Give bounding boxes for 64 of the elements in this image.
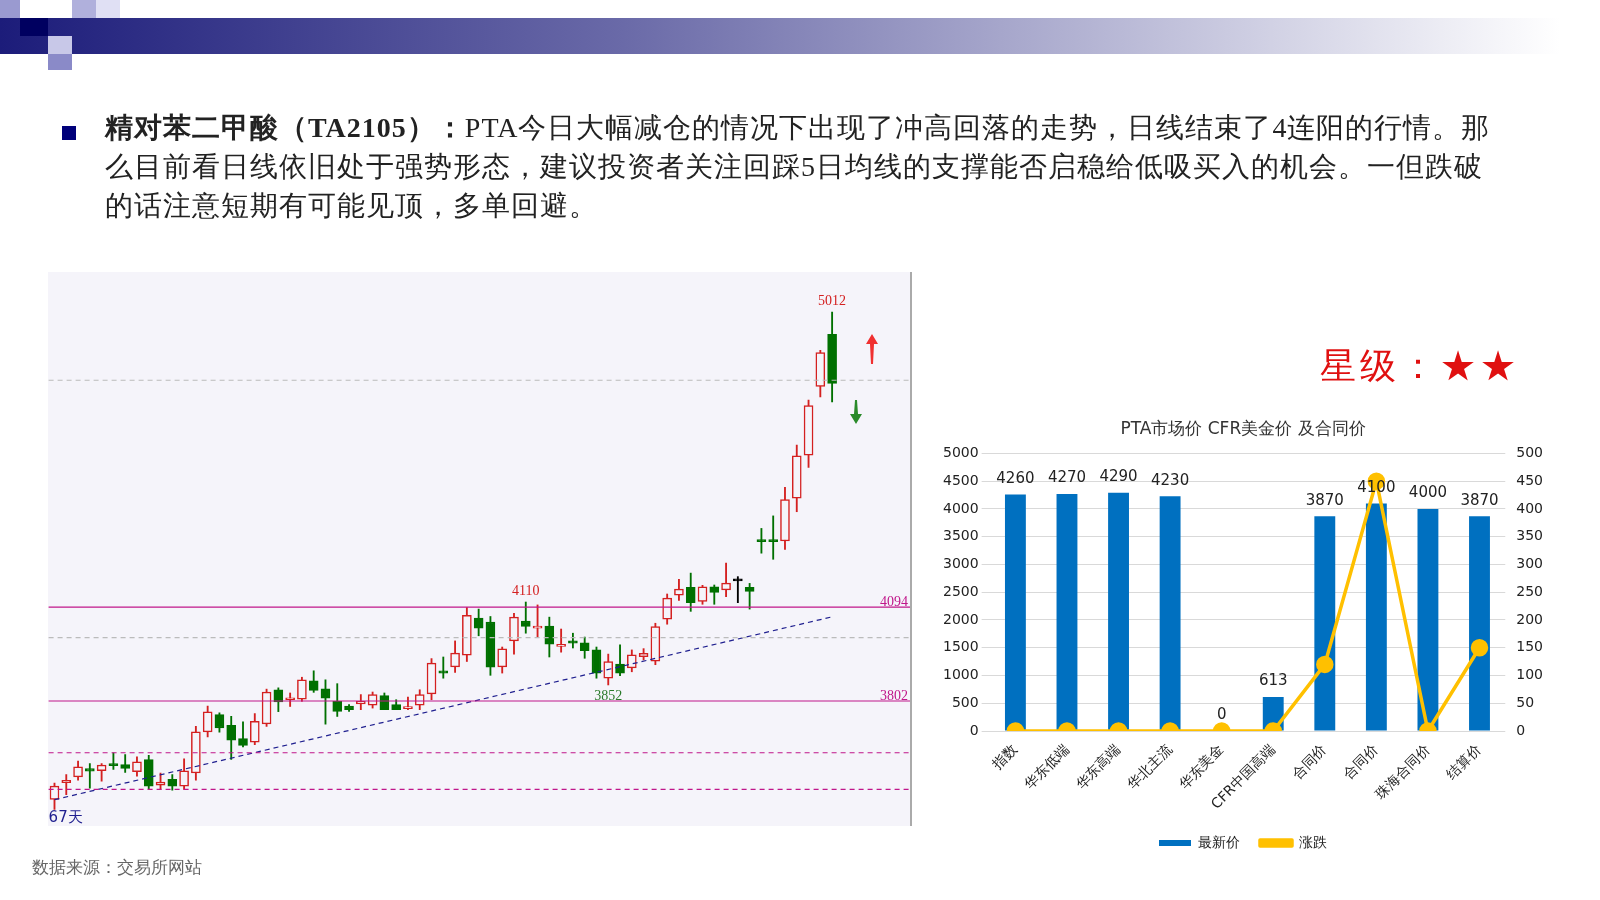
chart-title: PTA市场价 CFR美金价 及合同价 bbox=[1120, 417, 1366, 438]
data-label: 4270 bbox=[1047, 468, 1087, 487]
ref-line-label: 3802 bbox=[880, 687, 908, 703]
y2-tick-label: 50 bbox=[1516, 693, 1535, 710]
ref-line-label: 4094 bbox=[880, 593, 908, 609]
legend-label: 涨跌 bbox=[1299, 833, 1327, 850]
y-tick-label: 3500 bbox=[942, 527, 979, 544]
y2-tick-label: 400 bbox=[1516, 499, 1544, 516]
y2-tick-label: 500 bbox=[1516, 444, 1544, 461]
y-tick-label: 4000 bbox=[942, 499, 979, 516]
data-label: 4000 bbox=[1408, 483, 1448, 502]
y-tick-label: 3000 bbox=[942, 555, 979, 572]
x-tick-label: 指数 bbox=[988, 741, 1021, 774]
x-tick-label: 合同价 bbox=[1288, 741, 1330, 783]
data-label: 613 bbox=[1258, 671, 1288, 690]
y-tick-label: 1500 bbox=[942, 638, 979, 655]
y2-tick-label: 200 bbox=[1516, 610, 1544, 627]
y-tick-label: 0 bbox=[969, 721, 979, 738]
bar bbox=[1469, 516, 1490, 731]
y-tick-label: 500 bbox=[951, 693, 979, 710]
y2-tick-label: 450 bbox=[1516, 471, 1544, 488]
y-tick-label: 2000 bbox=[942, 610, 979, 627]
candlestick bbox=[768, 515, 779, 560]
data-label: 0 bbox=[1216, 705, 1227, 724]
source-note: 数据来源：交易所网站 bbox=[32, 857, 202, 879]
data-label: 4260 bbox=[996, 468, 1035, 487]
candlestick bbox=[85, 763, 95, 789]
bar bbox=[1004, 494, 1026, 731]
candlestick bbox=[756, 528, 767, 554]
bar bbox=[1365, 503, 1387, 731]
bar bbox=[1056, 493, 1078, 731]
y-tick-label: 2500 bbox=[942, 582, 979, 599]
y2-tick-label: 350 bbox=[1516, 527, 1544, 544]
x-tick-label: 结算价 bbox=[1443, 741, 1485, 783]
candlestick bbox=[733, 576, 743, 603]
bar bbox=[1159, 496, 1181, 731]
y2-tick-label: 0 bbox=[1516, 721, 1526, 738]
y-tick-label: 5000 bbox=[942, 444, 979, 461]
annotation: 67天 bbox=[48, 807, 83, 826]
legend-label: 最新价 bbox=[1198, 833, 1240, 850]
y-tick-label: 4500 bbox=[942, 471, 979, 488]
annotation: 5012 bbox=[818, 292, 847, 308]
text: 星级：★★ bbox=[1320, 345, 1520, 388]
annotation: 4110 bbox=[512, 582, 540, 598]
bar bbox=[1417, 508, 1439, 731]
annotation: 3852 bbox=[594, 687, 623, 703]
y2-tick-label: 250 bbox=[1516, 582, 1544, 599]
x-tick-label: 合同价 bbox=[1340, 741, 1382, 783]
y2-tick-label: 100 bbox=[1516, 666, 1544, 683]
data-label: 3870 bbox=[1305, 490, 1344, 509]
x-tick-label: 华东低端 bbox=[1020, 741, 1072, 793]
y2-tick-label: 300 bbox=[1516, 555, 1544, 572]
x-tick-label: 华北主流 bbox=[1123, 741, 1175, 793]
bar bbox=[1108, 492, 1129, 731]
y-tick-label: 1000 bbox=[942, 666, 979, 683]
data-label: 4230 bbox=[1151, 470, 1190, 489]
candlestick bbox=[61, 774, 72, 795]
y2-tick-label: 150 bbox=[1516, 638, 1544, 655]
bar bbox=[1314, 516, 1336, 731]
chart-title: 精对苯二甲酸（TA2105）： bbox=[105, 112, 465, 143]
candlestick bbox=[556, 628, 566, 653]
x-tick-label: 华东高端 bbox=[1072, 741, 1124, 793]
data-label: 3870 bbox=[1460, 490, 1499, 509]
data-label: 4290 bbox=[1099, 467, 1138, 486]
